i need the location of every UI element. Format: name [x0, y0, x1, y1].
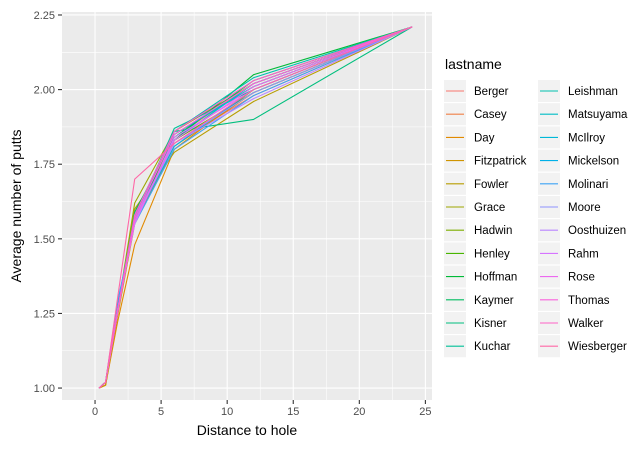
- legend: lastname Berger Casey Day Fitzpatrick Fowler…: [444, 56, 628, 358]
- legend-label: Wiesberger: [568, 341, 627, 353]
- legend-title: lastname: [445, 56, 502, 72]
- legend-label: Thomas: [568, 295, 610, 307]
- legend-label: Kuchar: [474, 341, 511, 353]
- x-tick-label: 5: [158, 406, 164, 418]
- legend-label: Day: [474, 132, 495, 144]
- legend-label: Molinari: [568, 179, 608, 191]
- y-tick-label: 1.50: [34, 234, 55, 246]
- legend-label: Hoffman: [474, 272, 517, 284]
- legend-items: Berger Casey Day Fitzpatrick Fowler Grace Hadw…: [444, 80, 628, 358]
- y-tick-label: 1.75: [34, 159, 55, 171]
- legend-label: Hadwin: [474, 225, 512, 237]
- legend-label: Kaymer: [474, 295, 514, 307]
- legend-label: Mickelson: [568, 156, 619, 168]
- legend-label: Fowler: [474, 179, 509, 191]
- series-line: [98, 26, 413, 389]
- y-axis: 1.00 1.25 1.50 1.75 2.00 2.25: [34, 10, 62, 395]
- legend-label: Grace: [474, 202, 505, 214]
- legend-label: Moore: [568, 202, 601, 214]
- x-axis: 0 5 10 15 20 25: [92, 400, 432, 418]
- legend-label: Rose: [568, 272, 595, 284]
- x-tick-label: 10: [221, 406, 233, 418]
- legend-label: Fitzpatrick: [474, 156, 527, 168]
- x-tick-label: 20: [353, 406, 365, 418]
- legend-label: Matsuyama: [568, 109, 628, 121]
- legend-label: Kisner: [474, 318, 507, 330]
- y-axis-title: Average number of putts: [8, 129, 24, 282]
- plot-panel: [62, 12, 432, 400]
- legend-label: Walker: [568, 318, 604, 330]
- x-tick-label: 15: [287, 406, 299, 418]
- x-axis-title: Distance to hole: [197, 422, 298, 438]
- series-lines: [98, 26, 413, 389]
- legend-label: Berger: [474, 86, 509, 98]
- legend-label: McIlroy: [568, 132, 605, 144]
- major-gridlines: [62, 12, 432, 400]
- y-tick-label: 1.00: [34, 383, 55, 395]
- legend-label: Casey: [474, 109, 507, 121]
- legend-label: Rahm: [568, 248, 599, 260]
- x-tick-label: 25: [419, 406, 431, 418]
- x-tick-label: 0: [92, 406, 98, 418]
- legend-label: Oosthuizen: [568, 225, 626, 237]
- y-tick-label: 1.25: [34, 308, 55, 320]
- legend-label: Leishman: [568, 86, 618, 98]
- y-tick-label: 2.00: [34, 85, 55, 97]
- legend-label: Henley: [474, 248, 510, 260]
- y-tick-label: 2.25: [34, 10, 55, 22]
